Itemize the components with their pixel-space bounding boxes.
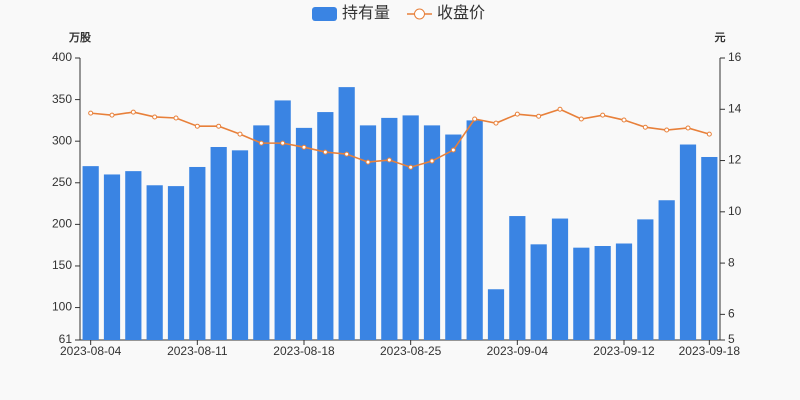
x-tick-label: 2023-09-12 xyxy=(593,344,655,358)
x-tick-label: 2023-08-25 xyxy=(380,344,442,358)
point xyxy=(450,147,456,153)
point xyxy=(258,140,264,146)
bar xyxy=(594,246,611,340)
bar xyxy=(615,243,633,340)
y2-tick-label: 16 xyxy=(728,50,742,64)
bar xyxy=(253,125,270,341)
point xyxy=(88,110,94,116)
y-tick-label: 100 xyxy=(52,300,72,314)
bar xyxy=(125,171,142,340)
point xyxy=(578,116,584,122)
point xyxy=(280,140,286,146)
bar xyxy=(146,185,163,340)
point xyxy=(557,106,563,112)
point xyxy=(322,149,328,155)
bar xyxy=(701,156,718,340)
y-tick-label: 150 xyxy=(52,258,72,272)
bar xyxy=(466,120,483,341)
bar xyxy=(359,125,377,341)
y-tick-label: 350 xyxy=(52,92,72,106)
bar xyxy=(189,166,206,340)
line xyxy=(90,108,710,169)
bar xyxy=(295,127,313,341)
bar xyxy=(103,174,121,340)
x-tick-label: 2023-08-11 xyxy=(167,344,228,358)
y-tick-label: 400 xyxy=(52,50,72,64)
point xyxy=(472,116,478,122)
x-tick-label: 2023-08-04 xyxy=(60,344,122,358)
bar xyxy=(167,186,185,340)
legend-label: 收盘价 xyxy=(437,3,485,22)
point xyxy=(493,120,499,126)
point xyxy=(344,151,350,157)
point xyxy=(621,117,627,123)
bar xyxy=(423,125,441,341)
point xyxy=(536,113,542,119)
point xyxy=(600,112,606,118)
bar xyxy=(679,144,697,340)
bar xyxy=(573,247,590,340)
bar xyxy=(231,150,249,340)
bar xyxy=(551,218,569,340)
bar xyxy=(637,219,654,340)
y-unit: 万股 xyxy=(68,31,92,44)
bar xyxy=(445,134,462,340)
point xyxy=(386,157,392,163)
y-tick-label: 61 xyxy=(59,332,73,346)
point xyxy=(237,131,243,137)
y2-tick-label: 8 xyxy=(728,255,735,269)
bar xyxy=(658,200,675,340)
y-tick-label: 200 xyxy=(52,217,72,231)
point xyxy=(109,112,115,118)
legend-swatch xyxy=(414,8,425,20)
point xyxy=(152,114,158,120)
bar xyxy=(82,166,99,340)
point xyxy=(408,164,414,170)
point xyxy=(642,124,648,130)
bar xyxy=(487,289,505,340)
bar xyxy=(509,216,526,340)
point xyxy=(365,159,371,165)
legend-swatch xyxy=(312,7,337,21)
legend-label: 持有量 xyxy=(342,4,390,22)
x-tick-label: 2023-08-18 xyxy=(273,344,335,358)
y2-tick-label: 5 xyxy=(728,332,735,346)
point xyxy=(706,131,712,137)
y-tick-label: 250 xyxy=(52,175,72,189)
bar xyxy=(210,147,227,340)
bar xyxy=(317,112,334,340)
y2-tick-label: 12 xyxy=(728,153,742,167)
y-tick-label: 300 xyxy=(52,133,72,147)
y2-tick-label: 14 xyxy=(728,101,742,115)
point xyxy=(429,158,435,164)
bar xyxy=(402,115,419,341)
y2-tick-label: 6 xyxy=(728,307,735,321)
point xyxy=(301,144,307,150)
bar xyxy=(274,100,291,341)
point xyxy=(664,127,670,133)
point xyxy=(130,109,136,115)
bar xyxy=(381,117,398,341)
point xyxy=(685,125,691,131)
bar xyxy=(530,244,547,340)
y2-unit: 元 xyxy=(715,31,726,44)
point xyxy=(514,111,520,117)
x-tick-label: 2023-09-18 xyxy=(679,344,741,358)
bar xyxy=(338,87,355,340)
point xyxy=(216,123,222,129)
x-tick-label: 2023-09-04 xyxy=(487,344,549,358)
point xyxy=(194,123,200,129)
y2-tick-label: 10 xyxy=(728,204,742,218)
point xyxy=(173,115,179,121)
